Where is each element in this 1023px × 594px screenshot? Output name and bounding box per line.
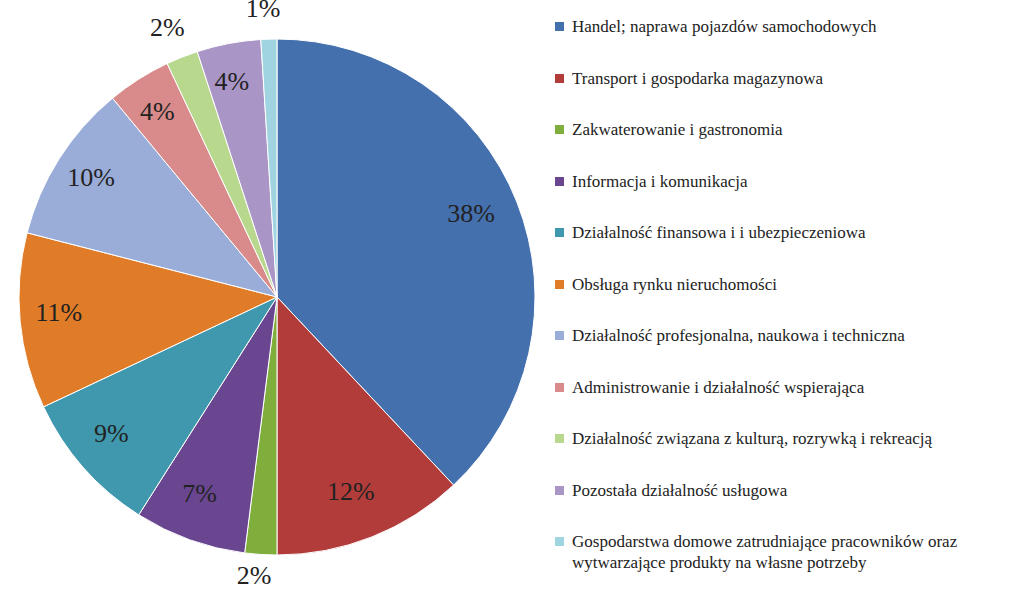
svg-text:4%: 4% (140, 97, 175, 126)
svg-text:2%: 2% (237, 561, 272, 590)
html-text:Obsługa rynku nieruchomości: Obsługa rynku nieruchomości (572, 274, 777, 294)
html-text:Zakwaterowanie i gastronomia: Zakwaterowanie i gastronomia (572, 120, 783, 139)
html-text:Działalność związana z kulturą: Działalność związana z kulturą, rozrywką… (572, 429, 933, 448)
html-text:Administrowanie i działalność: Administrowanie i działalność wspierając… (572, 377, 865, 397)
svg-text:2%: 2% (150, 13, 185, 42)
html-text:Działalność profesjonalna, nau: Działalność profesjonalna, naukowa i tec… (572, 326, 905, 345)
svg-text:12%: 12% (327, 477, 375, 506)
svg-text:9%: 9% (94, 419, 129, 448)
html-text:Pozostała działalność usługowa: Pozostała działalność usługowa (572, 480, 788, 500)
svg-text:11%: 11% (35, 298, 82, 327)
html-text:Handel; naprawa pojazdów samoc: Handel; naprawa pojazdów samochodowych (572, 17, 877, 36)
svg-text:1%: 1% (246, 0, 281, 23)
svg-text:38%: 38% (447, 199, 495, 228)
svg-text:7%: 7% (182, 479, 217, 508)
html-text:Gospodarstwa domowe zatrudniaj: Gospodarstwa domowe zatrudniające pracow… (572, 532, 958, 572)
html-text:Informacja i komunikacja: Informacja i komunikacja (572, 171, 748, 191)
svg-text:10%: 10% (67, 163, 115, 192)
html-text:Działalność finansowa i i ubez: Działalność finansowa i i ubezpieczeniow… (572, 223, 866, 242)
html-text:Transport i gospodarka magazyn: Transport i gospodarka magazynowa (572, 68, 823, 88)
svg-text:4%: 4% (215, 67, 250, 96)
